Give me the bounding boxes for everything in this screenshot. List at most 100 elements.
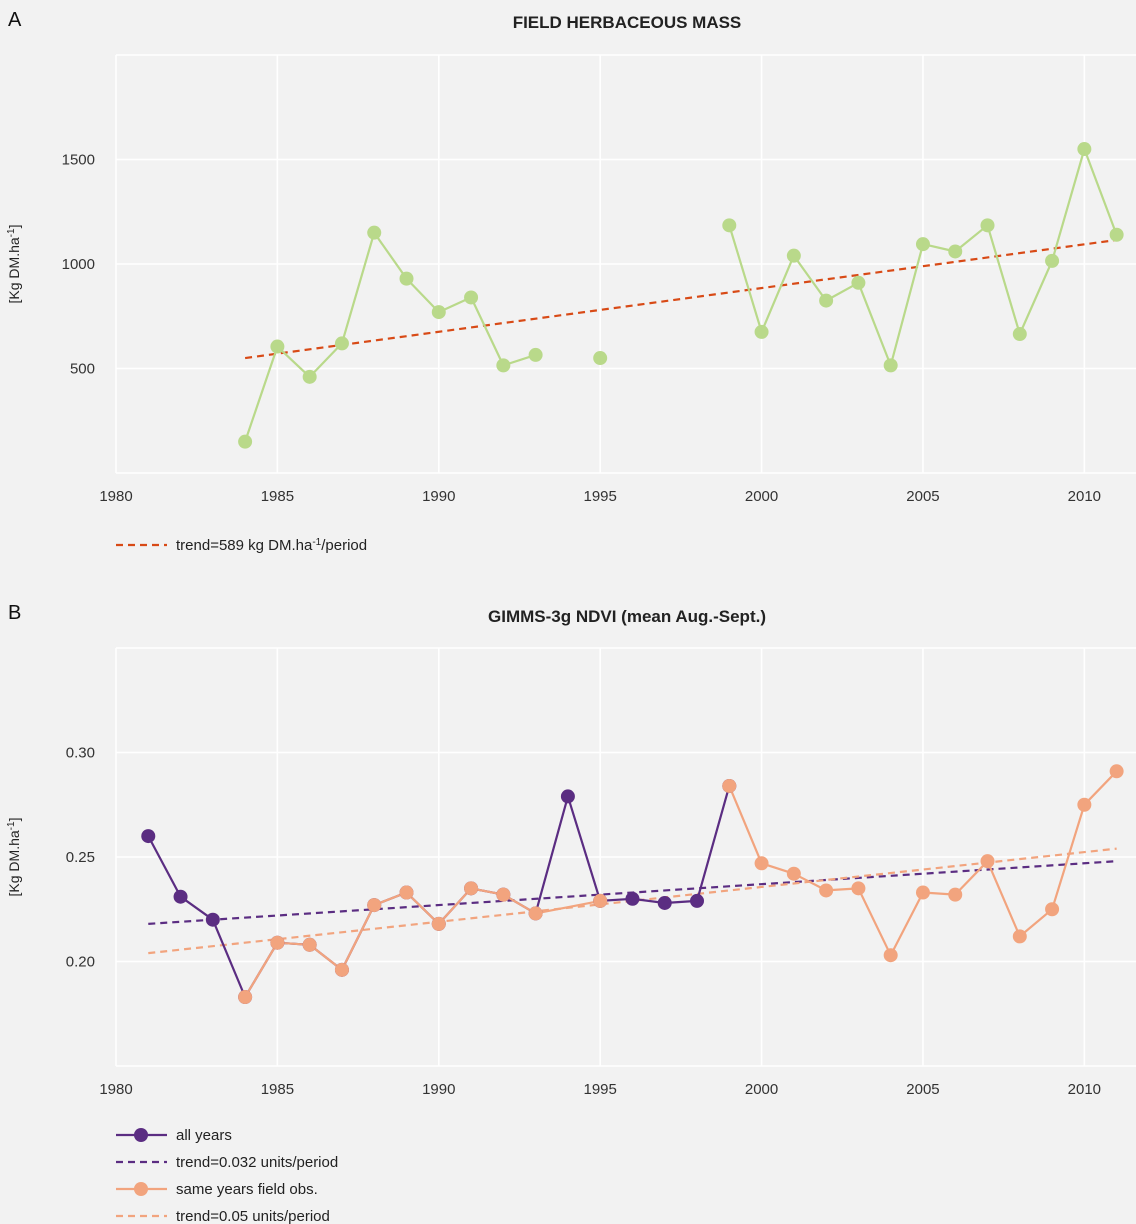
x-tick-label: 1980 [99, 1081, 132, 1098]
data-point-field [786, 248, 801, 263]
data-point-same [786, 866, 801, 881]
data-point-field [754, 324, 769, 339]
panel-letter: B [8, 602, 21, 624]
data-point-same [367, 898, 382, 913]
legend-swatch-marker [134, 1182, 148, 1196]
data-point-same [464, 881, 479, 896]
x-tick-label: 1990 [422, 488, 455, 505]
legend-label-main: same years field obs. [176, 1181, 318, 1198]
data-point-all [173, 889, 188, 904]
y-tick-label: 500 [70, 361, 95, 378]
data-point-field [819, 293, 834, 308]
legend-label-end: /period [321, 537, 367, 554]
data-point-same [496, 887, 511, 902]
data-point-same [334, 962, 349, 977]
data-point-field [1045, 253, 1060, 268]
x-tick-label: 1980 [99, 488, 132, 505]
data-point-field [593, 351, 608, 366]
y-tick-label: 0.25 [66, 849, 95, 866]
data-point-field [1109, 227, 1124, 242]
x-tick-label: 2005 [906, 1081, 939, 1098]
legend-item: trend=589 kg DM.ha-1/period [116, 537, 367, 554]
y-axis-label-main: [Kg DM.ha [6, 830, 22, 896]
data-point-same [302, 937, 317, 952]
data-point-field [528, 347, 543, 362]
data-point-field [399, 271, 414, 286]
data-point-same [754, 856, 769, 871]
legend-swatch-marker [134, 1128, 148, 1142]
chart-title: FIELD HERBACEOUS MASS [513, 13, 742, 32]
data-point-field [1012, 327, 1027, 342]
data-point-all [205, 912, 220, 927]
y-tick-label: 1000 [62, 256, 95, 273]
data-point-all [560, 789, 575, 804]
data-point-field [915, 237, 930, 252]
legend-label: trend=0.05 units/period [176, 1208, 330, 1224]
x-tick-label: 2000 [745, 488, 778, 505]
data-point-field [464, 290, 479, 305]
data-point-same [851, 881, 866, 896]
legend-label-superscript: -1 [312, 537, 321, 548]
data-point-field [431, 305, 446, 320]
data-point-same [1012, 929, 1027, 944]
legend-label: all years [176, 1127, 232, 1144]
legend-label-main: trend=589 kg DM.ha [176, 537, 313, 554]
data-point-same [722, 778, 737, 793]
trend-line-field_trend [244, 238, 1117, 360]
y-axis-label-end: ] [6, 818, 22, 822]
data-point-all [625, 891, 640, 906]
legend-item: trend=0.05 units/period [116, 1208, 330, 1224]
data-point-same [238, 990, 253, 1005]
x-tick-label: 1995 [583, 488, 616, 505]
data-point-same [593, 893, 608, 908]
data-point-all [657, 895, 672, 910]
y-axis-label: [Kg DM.ha-1] [6, 225, 22, 304]
y-tick-label: 0.20 [66, 954, 95, 971]
x-tick-label: 2000 [745, 1081, 778, 1098]
data-point-same [1045, 902, 1060, 917]
legend-label: trend=589 kg DM.ha-1/period [176, 537, 367, 554]
data-point-field [302, 369, 317, 384]
data-point-field [883, 358, 898, 373]
legend-item: trend=0.032 units/period [116, 1154, 338, 1171]
legend-item: same years field obs. [116, 1181, 318, 1198]
legend-label: trend=0.032 units/period [176, 1154, 338, 1171]
legend-label-main: all years [176, 1127, 232, 1144]
data-point-same [948, 887, 963, 902]
x-tick-label: 1995 [583, 1081, 616, 1098]
data-point-field [851, 275, 866, 290]
data-point-same [819, 883, 834, 898]
y-axis-label-superscript: -1 [6, 228, 17, 237]
data-point-field [980, 218, 995, 233]
y-tick-label: 0.30 [66, 745, 95, 762]
y-axis-label-end: ] [6, 225, 22, 229]
data-point-field [496, 358, 511, 373]
data-point-field [270, 339, 285, 354]
data-point-all [141, 829, 156, 844]
legend-label-main: trend=0.05 units/period [176, 1208, 330, 1224]
data-point-same [883, 948, 898, 963]
data-point-field [238, 434, 253, 449]
data-point-field [367, 225, 382, 240]
x-tick-label: 2005 [906, 488, 939, 505]
data-point-field [722, 218, 737, 233]
x-tick-label: 1990 [422, 1081, 455, 1098]
y-tick-label: 1500 [62, 152, 95, 169]
panel-letter: A [8, 9, 22, 31]
x-tick-label: 2010 [1068, 488, 1101, 505]
x-tick-label: 1985 [261, 1081, 294, 1098]
data-point-same [980, 854, 995, 869]
data-point-same [399, 885, 414, 900]
data-point-same [1077, 797, 1092, 812]
series-line-field [244, 231, 536, 442]
data-point-field [334, 336, 349, 351]
y-axis-label-main: [Kg DM.ha [6, 237, 22, 303]
data-point-same [270, 935, 285, 950]
data-point-same [528, 906, 543, 921]
legend-item: all years [116, 1127, 232, 1144]
legend-label: same years field obs. [176, 1181, 318, 1198]
chart-panel-a: A FIELD HERBACEOUS MASS 1980 1985 1990 1995 20… [6, 9, 1136, 554]
data-point-field [948, 244, 963, 259]
data-point-field [1077, 142, 1092, 157]
